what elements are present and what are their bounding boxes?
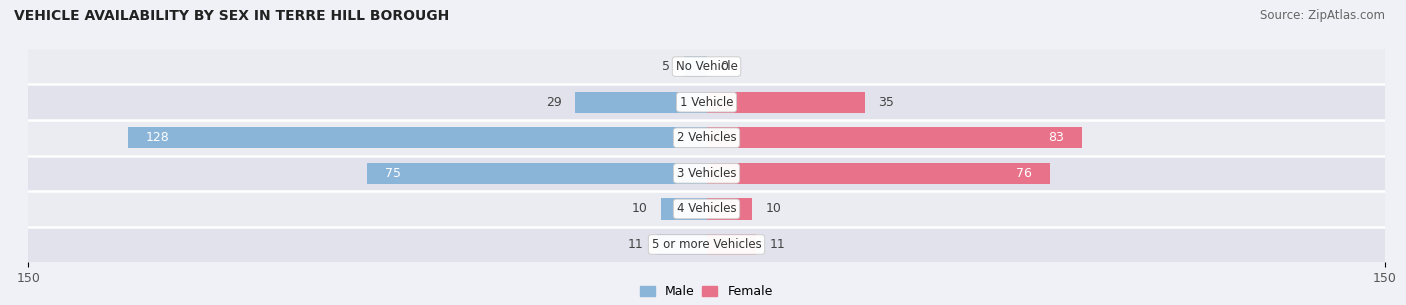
- Text: 10: 10: [765, 203, 782, 215]
- Bar: [28, 49, 1385, 84]
- Bar: [657, 234, 707, 255]
- Bar: [707, 234, 756, 255]
- Text: 5 or more Vehicles: 5 or more Vehicles: [651, 238, 762, 251]
- Text: 1 Vehicle: 1 Vehicle: [679, 96, 734, 109]
- Text: 128: 128: [146, 131, 170, 144]
- Bar: [28, 227, 1385, 262]
- Bar: [28, 84, 1385, 120]
- Text: 3 Vehicles: 3 Vehicles: [676, 167, 737, 180]
- Text: 29: 29: [546, 96, 562, 109]
- Bar: [28, 156, 1385, 191]
- Bar: [661, 198, 707, 220]
- Text: 83: 83: [1047, 131, 1064, 144]
- Text: 75: 75: [385, 167, 401, 180]
- Bar: [575, 92, 707, 113]
- Bar: [28, 120, 1385, 156]
- Bar: [707, 163, 1050, 184]
- Legend: Male, Female: Male, Female: [636, 280, 778, 303]
- Text: 11: 11: [770, 238, 786, 251]
- Bar: [128, 127, 707, 149]
- Text: Source: ZipAtlas.com: Source: ZipAtlas.com: [1260, 9, 1385, 22]
- Text: VEHICLE AVAILABILITY BY SEX IN TERRE HILL BOROUGH: VEHICLE AVAILABILITY BY SEX IN TERRE HIL…: [14, 9, 450, 23]
- Text: 35: 35: [879, 96, 894, 109]
- Text: 76: 76: [1017, 167, 1032, 180]
- Text: 5: 5: [662, 60, 671, 73]
- Text: No Vehicle: No Vehicle: [675, 60, 738, 73]
- Bar: [707, 127, 1081, 149]
- Text: 10: 10: [631, 203, 648, 215]
- Text: 4 Vehicles: 4 Vehicles: [676, 203, 737, 215]
- Text: 11: 11: [627, 238, 643, 251]
- Bar: [683, 56, 707, 77]
- Bar: [367, 163, 707, 184]
- Text: 2 Vehicles: 2 Vehicles: [676, 131, 737, 144]
- Bar: [707, 92, 865, 113]
- Bar: [707, 198, 752, 220]
- Text: 0: 0: [720, 60, 728, 73]
- Bar: [28, 191, 1385, 227]
